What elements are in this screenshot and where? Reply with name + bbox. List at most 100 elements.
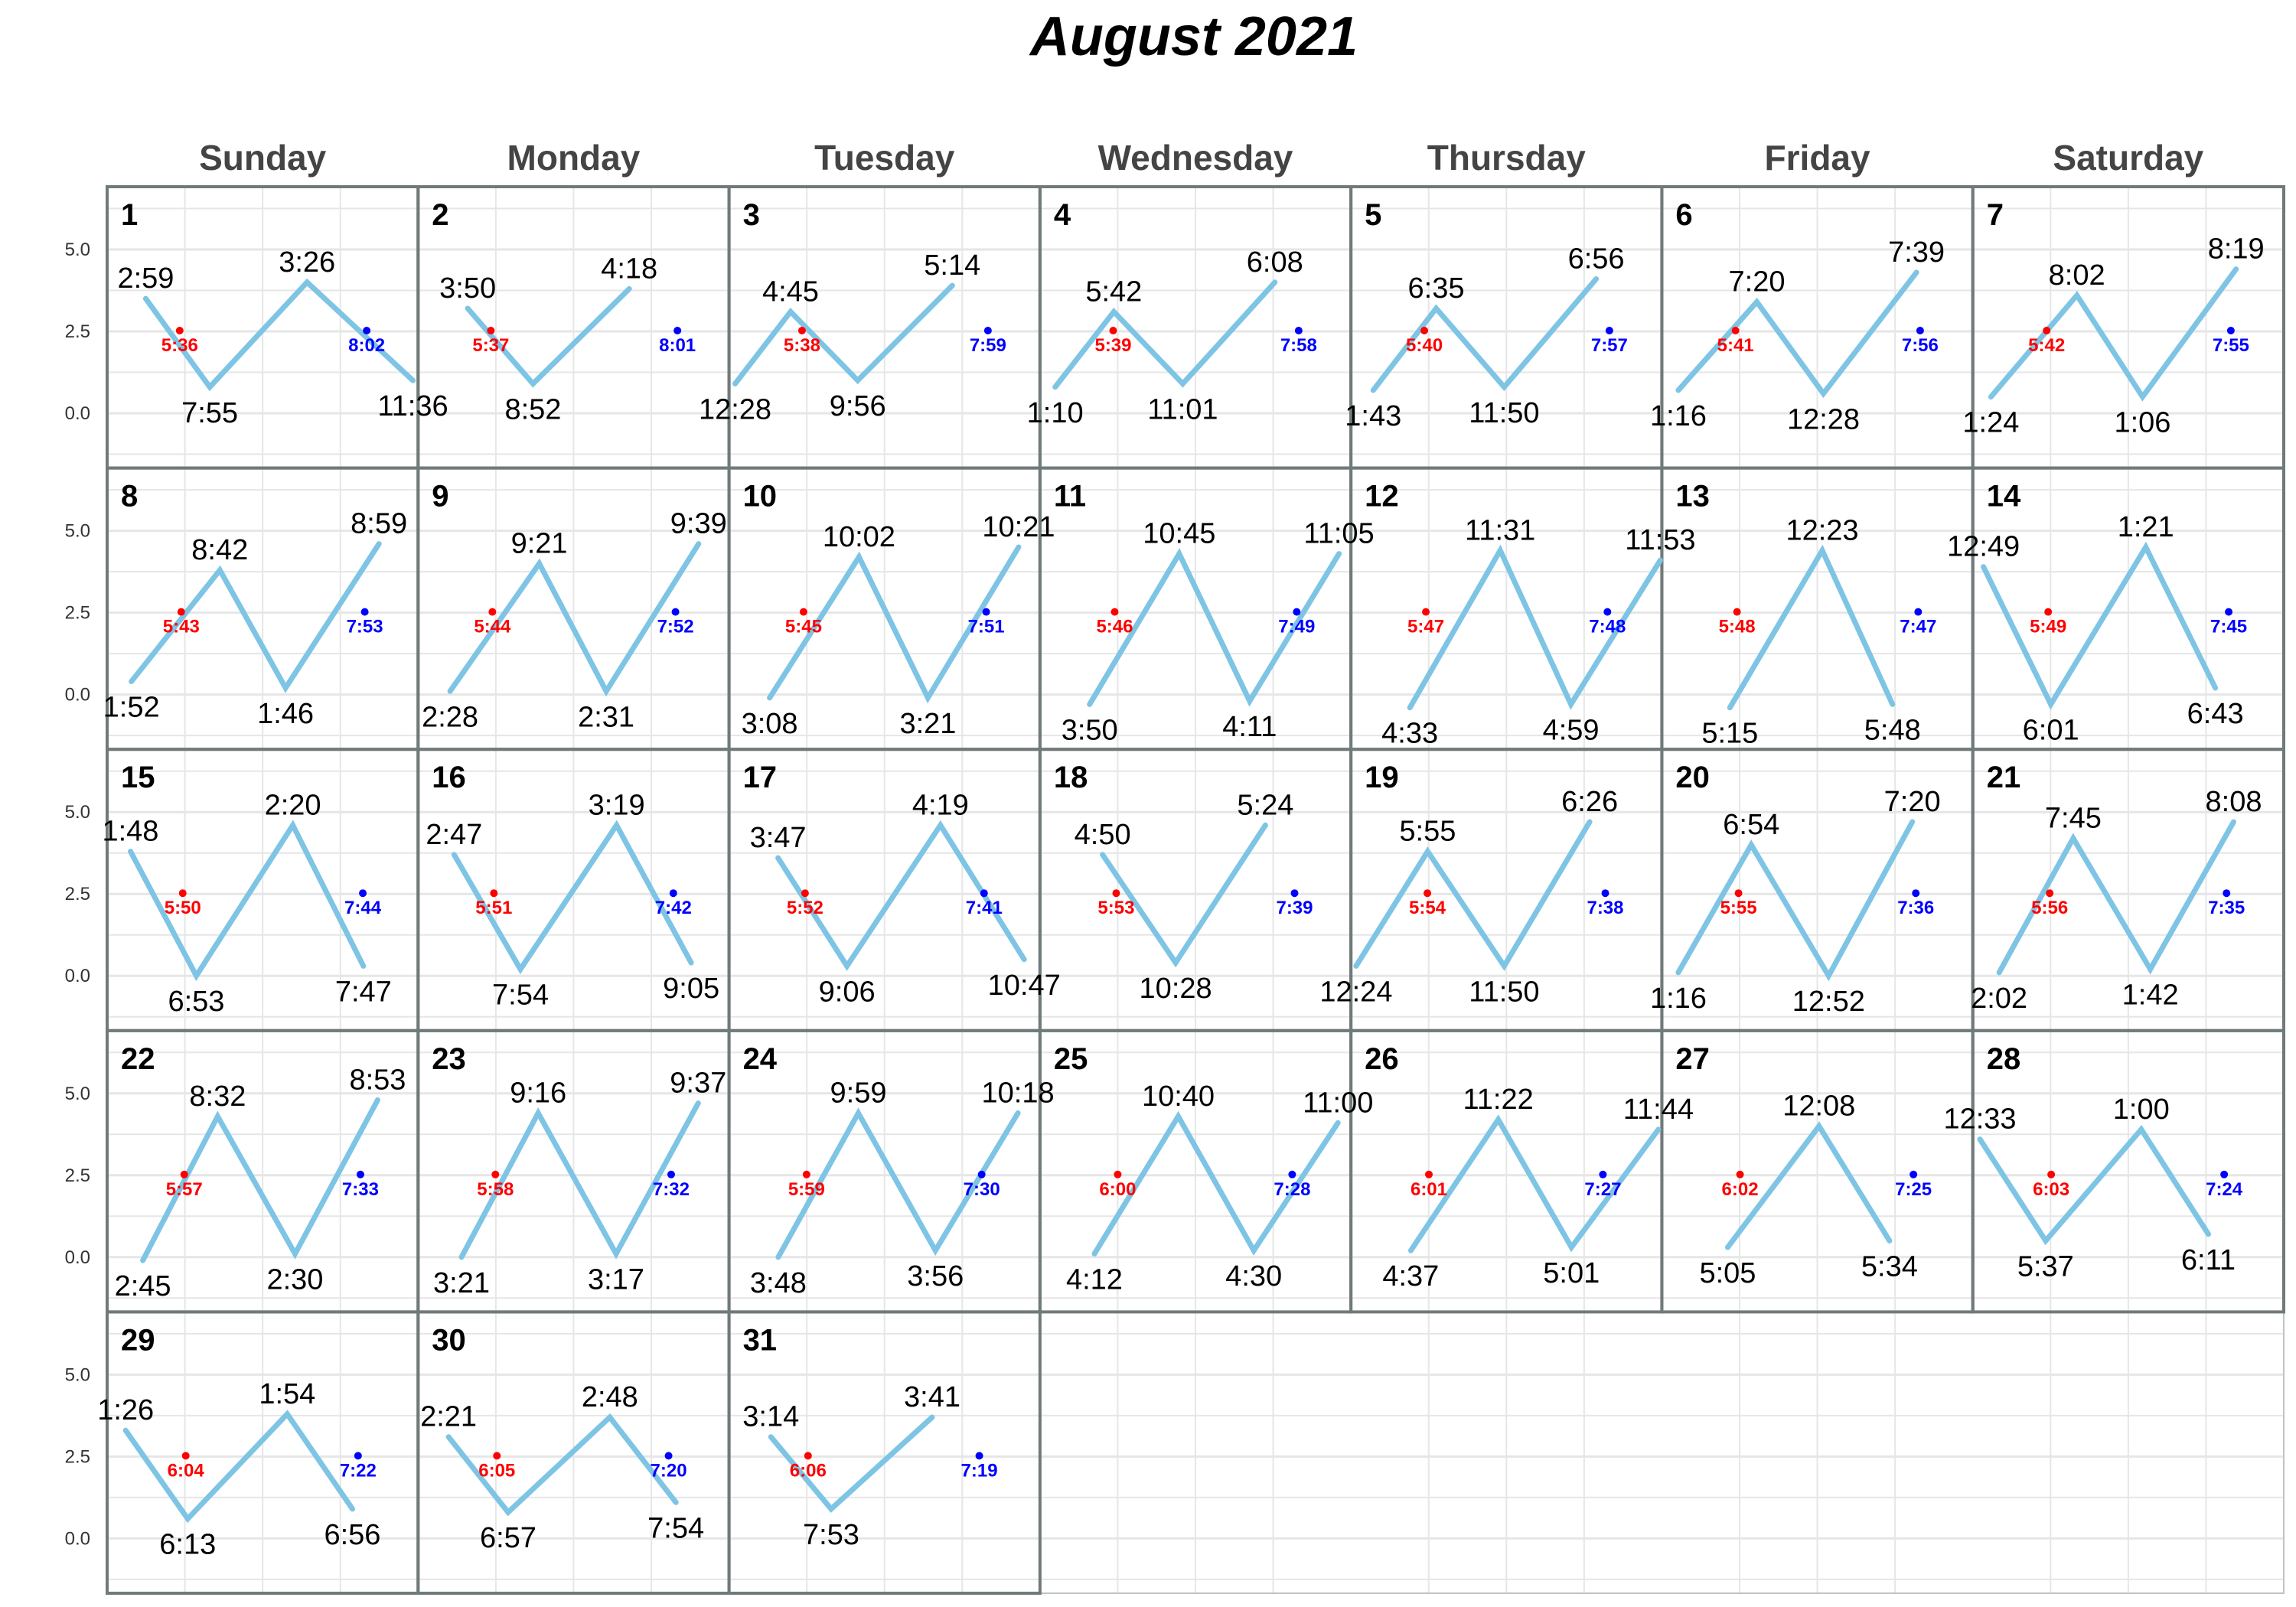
sunrise-label: 5:57 bbox=[166, 1179, 203, 1200]
sunset-marker bbox=[1914, 608, 1923, 616]
sunrise-marker bbox=[804, 1452, 812, 1460]
tide-line bbox=[768, 1414, 935, 1513]
chart-title: August 2021 bbox=[1029, 6, 1358, 67]
high-tide-label: 3:14 bbox=[742, 1401, 799, 1433]
sunrise-label: 5:58 bbox=[477, 1179, 514, 1200]
sunrise-label: 6:01 bbox=[1411, 1179, 1447, 1200]
low-tide-label: 6:13 bbox=[159, 1529, 216, 1561]
day-number: 28 bbox=[1987, 1042, 2021, 1076]
sunrise-marker bbox=[2046, 889, 2054, 898]
day-number: 27 bbox=[1675, 1042, 1710, 1076]
sunset-label: 8:02 bbox=[348, 335, 385, 356]
sunset-marker bbox=[363, 327, 371, 334]
sunset-label: 7:24 bbox=[2206, 1179, 2243, 1200]
low-tide-label: 8:52 bbox=[504, 393, 561, 425]
high-tide-label: 1:48 bbox=[102, 816, 158, 848]
sunrise-label: 5:53 bbox=[1097, 898, 1134, 918]
sunset-label: 7:36 bbox=[1897, 898, 1934, 918]
high-tide-label: 2:20 bbox=[265, 789, 321, 821]
sunset-marker bbox=[1601, 889, 1609, 898]
sunset-marker bbox=[1294, 327, 1303, 334]
weekday-header-sunday: Sunday bbox=[199, 138, 327, 178]
tide-line bbox=[1100, 822, 1268, 968]
sunset-marker bbox=[664, 1452, 673, 1460]
low-tide-label: 4:11 bbox=[1222, 711, 1277, 743]
sunset-marker bbox=[671, 608, 680, 616]
sunrise-label: 5:54 bbox=[1409, 898, 1446, 918]
sunset-marker bbox=[1916, 327, 1924, 334]
high-tide-label: 11:00 bbox=[1303, 1087, 1373, 1119]
high-tide-label: 12:33 bbox=[1943, 1103, 2016, 1136]
sunset-label: 7:56 bbox=[1902, 335, 1939, 356]
sunrise-label: 6:00 bbox=[1099, 1179, 1136, 1200]
day-cell-28: 28 12:33 5:37 1:00 6:11 6:03 7:24 bbox=[1943, 1042, 2242, 1283]
high-tide-label: 8:19 bbox=[2208, 233, 2265, 266]
sunrise-marker bbox=[493, 1452, 501, 1460]
high-tide-label: 7:20 bbox=[1729, 266, 1786, 298]
tide-line bbox=[1724, 1121, 1893, 1250]
sunrise-marker bbox=[802, 1170, 810, 1178]
y-tick-label: 5.0 bbox=[65, 802, 90, 823]
high-tide-label: 12:08 bbox=[1782, 1090, 1855, 1123]
high-tide-label: 10:45 bbox=[1143, 518, 1215, 550]
sunrise-label: 5:38 bbox=[784, 335, 820, 356]
sunrise-label: 5:43 bbox=[163, 617, 200, 637]
sunset-marker bbox=[980, 889, 988, 898]
sunset-marker bbox=[2223, 889, 2231, 898]
day-number: 13 bbox=[1675, 480, 1710, 513]
sunrise-marker bbox=[801, 889, 809, 898]
high-tide-label: 10:02 bbox=[823, 521, 895, 553]
high-tide-label: 8:32 bbox=[189, 1081, 246, 1113]
day-number: 16 bbox=[432, 761, 466, 794]
high-tide-label: 3:47 bbox=[750, 822, 807, 854]
high-tide-label: 3:19 bbox=[589, 789, 645, 821]
day-number: 19 bbox=[1365, 761, 1399, 794]
sunset-marker bbox=[1603, 608, 1612, 616]
low-tide-label: 9:05 bbox=[663, 973, 719, 1005]
tide-line bbox=[1407, 544, 1663, 711]
sunset-label: 7:38 bbox=[1587, 898, 1623, 918]
low-tide-label: 6:57 bbox=[480, 1522, 536, 1554]
high-tide-label: 6:08 bbox=[1247, 246, 1303, 279]
low-tide-label: 6:53 bbox=[168, 986, 224, 1018]
day-cell-24: 24 3:48 9:59 3:56 10:18 5:59 7:30 bbox=[743, 1042, 1055, 1299]
high-tide-label: 7:45 bbox=[2045, 802, 2102, 834]
tide-line bbox=[732, 282, 955, 386]
high-tide-label: 4:18 bbox=[601, 253, 657, 285]
high-tide-label: 7:39 bbox=[1888, 236, 1945, 269]
sunset-label: 7:58 bbox=[1280, 335, 1317, 356]
day-cell-9: 9 2:28 9:21 2:31 9:39 5:44 7:52 bbox=[422, 480, 727, 734]
day-cell-14: 14 12:49 6:01 1:21 6:43 5:49 7:45 bbox=[1947, 480, 2247, 747]
day-cell-2: 2 3:50 8:52 4:18 5:37 8:01 bbox=[432, 198, 696, 425]
low-tide-label: 4:33 bbox=[1381, 718, 1438, 750]
low-tide-label: 3:21 bbox=[899, 708, 956, 740]
high-tide-label: 3:50 bbox=[439, 272, 496, 305]
sunset-marker bbox=[975, 1452, 983, 1460]
sunrise-label: 5:59 bbox=[788, 1179, 825, 1200]
sunset-marker bbox=[2225, 608, 2233, 616]
sunrise-label: 6:06 bbox=[790, 1460, 827, 1481]
high-tide-label: 6:54 bbox=[1723, 809, 1779, 841]
tide-line bbox=[1727, 544, 1896, 711]
low-tide-label: 4:12 bbox=[1066, 1264, 1123, 1296]
sunrise-marker bbox=[1109, 327, 1117, 334]
low-tide-label: 1:10 bbox=[1027, 397, 1084, 429]
sunrise-marker bbox=[175, 327, 184, 334]
low-tide-label: 9:56 bbox=[830, 390, 886, 422]
day-number: 15 bbox=[121, 761, 155, 794]
y-tick-label: 5.0 bbox=[65, 521, 90, 542]
low-tide-label: 1:52 bbox=[103, 691, 160, 723]
sunrise-label: 5:51 bbox=[475, 898, 512, 918]
sunrise-marker bbox=[1424, 889, 1432, 898]
low-tide-label: 3:50 bbox=[1062, 714, 1118, 746]
y-tick-label: 2.5 bbox=[65, 603, 90, 624]
day-cell-17: 17 3:47 9:06 4:19 10:47 5:52 7:41 bbox=[743, 761, 1061, 1008]
day-number: 8 bbox=[121, 480, 138, 513]
y-tick-label: 5.0 bbox=[65, 240, 90, 260]
tide-line bbox=[1091, 1110, 1341, 1257]
low-tide-label: 12:28 bbox=[699, 393, 771, 425]
y-tick-label: 5.0 bbox=[65, 1084, 90, 1104]
low-tide-label: 2:45 bbox=[115, 1270, 171, 1302]
low-tide-label: 3:17 bbox=[588, 1264, 644, 1296]
tide-line bbox=[447, 541, 702, 697]
